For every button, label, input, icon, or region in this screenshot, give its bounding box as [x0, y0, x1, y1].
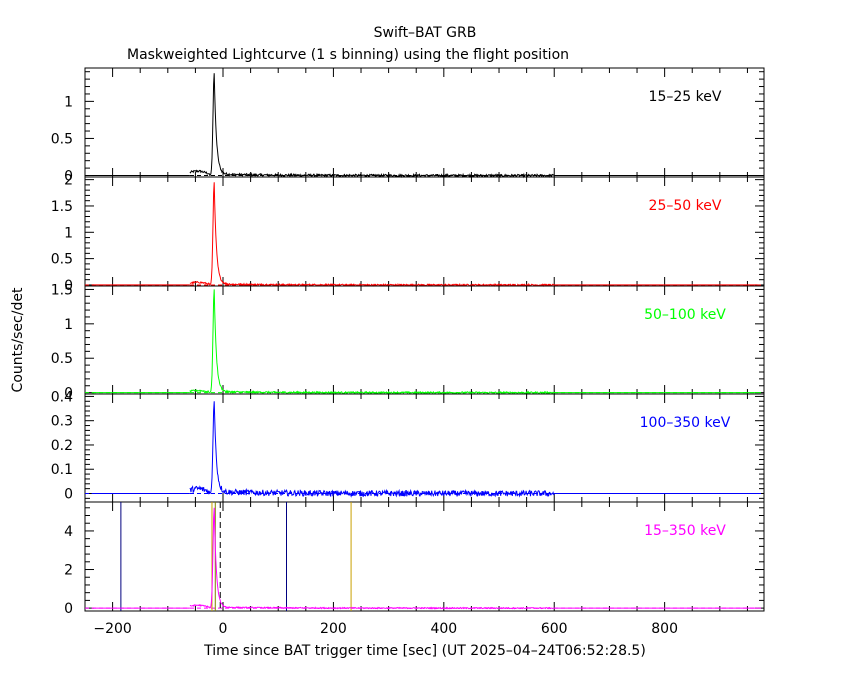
panel-2: 0 0.5 1 1.5 2 25–50 keV — [51, 173, 765, 294]
band-label: 100–350 keV — [640, 415, 731, 431]
y-axis-label: Counts/sec/det — [10, 287, 26, 392]
band-label: 25–50 keV — [649, 198, 722, 214]
y-tick-label: 2 — [64, 563, 73, 579]
y-tick-label: 0 — [64, 487, 73, 503]
panel-3: 0 0.5 1 1.5 50–100 keV — [51, 282, 765, 402]
y-tick-label: 4 — [64, 524, 73, 540]
y-tick-label: 0.5 — [51, 131, 73, 147]
panels-group: 0 0.5 1 15–25 keV 0 0.5 1 1.5 2 25–50 keV 0 0.5 1 1.5… — [51, 67, 765, 637]
y-tick-label: 0.5 — [51, 351, 73, 367]
panel-frame — [84, 285, 765, 395]
x-tick-label: 400 — [430, 621, 457, 637]
y-tick-label: 2 — [64, 173, 73, 189]
x-axis-label: Time since BAT trigger time [sec] (UT 20… — [203, 643, 646, 659]
lightcurve-series — [189, 73, 555, 179]
panel-1: 0 0.5 1 15–25 keV — [51, 67, 765, 185]
y-tick-label: 0 — [64, 386, 73, 402]
panel-frame — [84, 393, 765, 503]
y-tick-label: 1.5 — [51, 199, 73, 215]
y-tick-label: 0.4 — [51, 389, 73, 405]
y-tick-label: 0 — [64, 601, 73, 617]
lightcurve-series — [189, 401, 555, 498]
lightcurve-series — [189, 182, 555, 288]
panel-frame — [84, 501, 765, 612]
x-tick-label: 200 — [320, 621, 347, 637]
y-tick-label: 0.3 — [51, 414, 73, 430]
lightcurve-series — [189, 507, 555, 610]
chart-subtitle: Maskweighted Lightcurve (1 s binning) us… — [127, 47, 569, 63]
y-tick-label: 1 — [64, 317, 73, 333]
band-label: 15–350 keV — [644, 523, 726, 539]
y-tick-label: 0 — [64, 169, 73, 185]
panel-4: 0 0.1 0.2 0.3 0.4 100–350 keV — [51, 389, 765, 503]
band-label: 50–100 keV — [644, 307, 726, 323]
panel-frame — [84, 67, 765, 178]
x-tick-label: 600 — [541, 621, 568, 637]
lightcurve-series — [189, 289, 555, 395]
y-tick-label: 1 — [64, 225, 73, 241]
chart-title: Swift–BAT GRB — [374, 25, 477, 41]
x-tick-label: −200 — [93, 621, 131, 637]
y-tick-label: 0.1 — [51, 462, 73, 478]
y-tick-label: 0.5 — [51, 252, 73, 268]
y-tick-label: 0.2 — [51, 438, 73, 454]
y-tick-label: 0 — [64, 278, 73, 294]
y-tick-label: 1.5 — [51, 282, 73, 298]
y-tick-label: 1 — [64, 94, 73, 110]
panel-5: 0 2 4 15–350 keV — [64, 501, 765, 617]
x-tick-label: 800 — [651, 621, 678, 637]
band-label: 15–25 keV — [649, 89, 722, 105]
panel-frame — [84, 176, 765, 287]
x-tick-label: 0 — [219, 621, 228, 637]
